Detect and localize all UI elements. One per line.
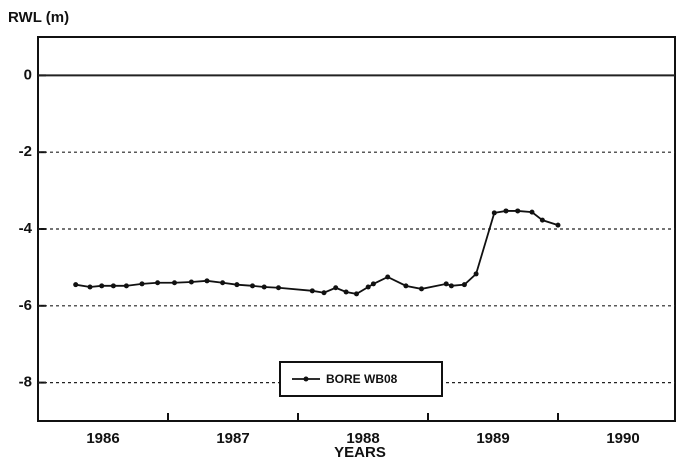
y-axis-label: RWL (m) [8, 9, 69, 26]
data-line [75, 210, 559, 295]
x-tick-label: 1988 [346, 430, 379, 447]
data-point [87, 284, 93, 290]
data-point [276, 285, 281, 291]
data-point [555, 222, 561, 228]
x-tick-label: 1990 [606, 430, 639, 447]
data-point [139, 281, 145, 287]
data-point [250, 283, 255, 289]
data-point [204, 278, 210, 284]
data-point [188, 279, 194, 285]
data-point [155, 280, 161, 286]
data-point [403, 283, 409, 289]
data-point [419, 286, 424, 292]
data-point [473, 271, 479, 277]
data-point [515, 208, 521, 214]
y-tick-label: -8 [19, 374, 32, 391]
y-tick-label: -6 [19, 297, 32, 314]
x-tick-label: 1989 [476, 430, 509, 447]
x-axis-label: YEARS [334, 444, 386, 461]
data-point [385, 274, 391, 280]
data-point [491, 210, 497, 216]
data-point [448, 283, 454, 289]
data-point [333, 285, 339, 291]
y-tick-label: 0 [24, 66, 32, 83]
data-point [343, 289, 349, 295]
legend-marker [303, 376, 309, 382]
data-point [309, 288, 315, 294]
x-tick-label: 1987 [216, 430, 249, 447]
data-point [365, 284, 371, 290]
data-point [461, 282, 467, 288]
data-point [529, 209, 535, 215]
data-point [503, 208, 509, 214]
data-point [220, 280, 226, 286]
data-point [321, 290, 327, 296]
data-point [261, 284, 267, 290]
data-point [370, 281, 376, 287]
data-point [73, 282, 79, 288]
data-point [172, 280, 177, 286]
data-point [123, 283, 129, 289]
data-point [110, 283, 116, 289]
data-point [443, 281, 449, 287]
data-point [354, 291, 359, 297]
x-tick-label: 1986 [86, 430, 119, 447]
data-point [99, 283, 105, 289]
data-point [539, 217, 545, 223]
legend-label: BORE WB08 [326, 372, 398, 386]
y-tick-label: -2 [19, 143, 32, 160]
y-tick-label: -4 [19, 220, 33, 237]
data-point [234, 282, 240, 288]
